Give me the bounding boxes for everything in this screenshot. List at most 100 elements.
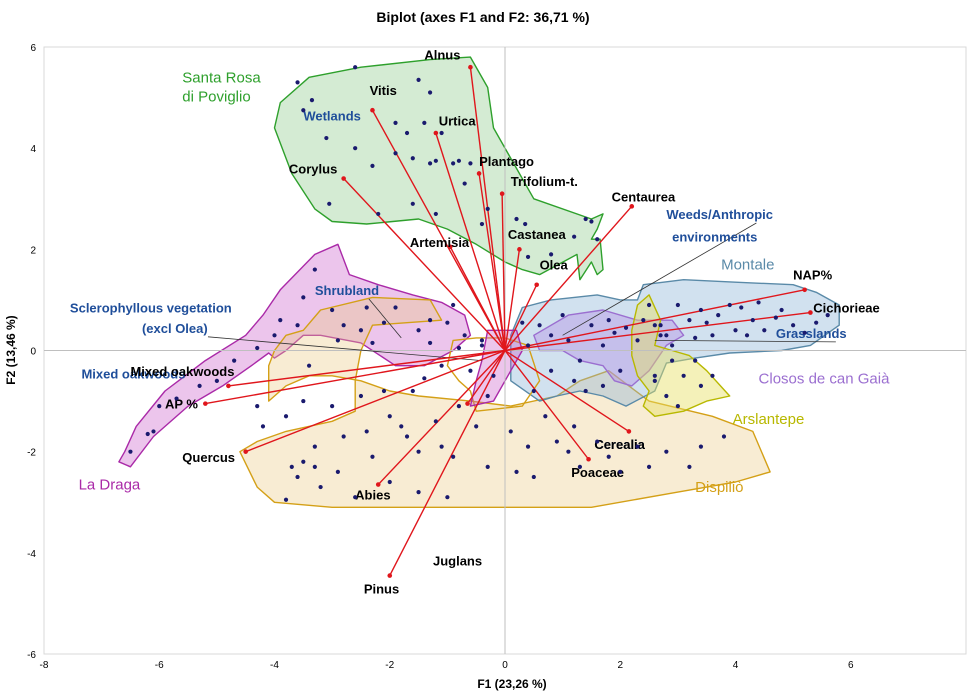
vector-tip-plantago xyxy=(476,171,482,176)
env-label-excl-olea: (excl Olea) xyxy=(142,321,208,336)
observation-point xyxy=(433,211,438,217)
observation-point xyxy=(531,388,536,394)
observation-point xyxy=(327,201,332,206)
group-label-line: Dispiliò xyxy=(695,479,743,496)
observation-point xyxy=(295,474,300,480)
y-tick-label: 4 xyxy=(30,144,36,155)
observation-point xyxy=(393,120,398,125)
x-tick-label: -4 xyxy=(270,660,279,671)
observation-point xyxy=(468,368,473,373)
vector-tip-cichorieae xyxy=(808,310,813,315)
observation-point xyxy=(341,323,346,328)
vector-tip-olea xyxy=(534,282,539,288)
observation-point xyxy=(618,368,623,373)
observation-point xyxy=(433,158,438,163)
group-polygons xyxy=(118,56,840,508)
observation-point xyxy=(295,323,300,328)
vector-tip-trifolium-t xyxy=(499,191,505,196)
observation-point xyxy=(652,323,657,328)
group-label-line: di Poviglio xyxy=(182,88,250,105)
observation-point xyxy=(802,330,807,335)
vector-label-urtica: Urtica xyxy=(439,113,477,128)
observation-point xyxy=(445,495,450,500)
observation-point xyxy=(687,318,692,323)
observation-point xyxy=(427,90,433,95)
observation-point xyxy=(341,434,346,439)
y-tick-label: 6 xyxy=(30,43,36,54)
observation-point xyxy=(410,201,415,206)
observation-point xyxy=(232,358,237,363)
observation-point xyxy=(289,464,294,469)
observation-point xyxy=(531,474,536,480)
observation-point xyxy=(416,328,421,333)
vector-line-plantago xyxy=(478,173,506,351)
vector-label-centaurea: Centaurea xyxy=(612,189,676,204)
leader-shrubland xyxy=(368,298,402,339)
vector-label-castanea: Castanea xyxy=(508,227,567,242)
env-label-weeds-anthropic: Weeds/Anthropic xyxy=(666,207,773,222)
observation-point xyxy=(704,320,709,325)
vector-tip-vitis xyxy=(370,107,375,113)
y-axis-label: F2 (13,46 %) xyxy=(4,315,18,384)
leader-weeds-anthropic xyxy=(562,222,757,336)
env-label-cerealia: Cerealia xyxy=(594,437,645,452)
vector-tip-centaurea xyxy=(629,204,635,209)
vector-line-mixed-oakwoods xyxy=(228,349,506,387)
observation-point xyxy=(353,495,358,500)
observation-point xyxy=(658,333,663,338)
observation-point xyxy=(727,302,732,308)
observation-point xyxy=(606,454,611,459)
observation-point xyxy=(479,343,485,348)
x-tick-label: 0 xyxy=(502,660,508,671)
observation-point xyxy=(525,254,531,260)
group-label-la-draga: La Draga xyxy=(79,477,141,494)
vector-tip-ap xyxy=(203,401,208,406)
x-tick-label: -2 xyxy=(385,660,394,671)
observation-point xyxy=(387,414,392,419)
observation-point xyxy=(687,464,692,469)
observation-point xyxy=(600,343,606,348)
observation-point xyxy=(318,484,323,490)
x-tick-label: 2 xyxy=(617,660,623,671)
observation-point xyxy=(439,363,444,368)
observation-point xyxy=(525,444,531,449)
observation-point xyxy=(301,295,306,300)
axis-ticks: -8 -6 -4 -2 0 2 4 6 -6 -4 -2 0 2 4 6 xyxy=(27,43,854,671)
vector-tip-abies xyxy=(375,482,381,487)
observation-point xyxy=(301,398,306,404)
observation-point xyxy=(549,252,554,257)
vector-label-olea: Olea xyxy=(540,258,569,273)
vector-label-nap: NAP% xyxy=(793,268,832,283)
observation-point xyxy=(595,237,600,242)
observation-point xyxy=(756,300,761,305)
vector-label-corylus: Corylus xyxy=(289,161,337,176)
vector-line-vitis xyxy=(371,109,506,351)
observation-point xyxy=(814,320,819,325)
observation-points xyxy=(128,65,830,502)
observation-point xyxy=(721,434,727,439)
observation-point xyxy=(451,161,456,166)
observation-point xyxy=(462,333,467,338)
observation-point xyxy=(416,77,421,82)
observation-point xyxy=(399,424,404,429)
observation-point xyxy=(572,234,577,239)
observation-point xyxy=(456,158,461,163)
vector-tip-mixed-oakwoods xyxy=(226,383,231,389)
observation-point xyxy=(635,444,640,449)
observation-point xyxy=(427,340,433,346)
observation-point xyxy=(762,328,767,333)
observation-point xyxy=(358,328,364,333)
y-tick-label: -4 xyxy=(27,549,36,560)
vector-line-trifolium-t xyxy=(501,193,506,351)
vector-line-cichorieae xyxy=(504,311,811,352)
observation-point xyxy=(381,388,387,394)
observation-point xyxy=(324,135,329,141)
vector-tip-juglans xyxy=(465,401,470,406)
observation-point xyxy=(658,323,663,328)
observation-point xyxy=(422,120,427,125)
observation-point xyxy=(670,358,675,363)
observation-point xyxy=(485,464,490,469)
vector-line-olea xyxy=(504,284,538,351)
observation-point xyxy=(750,318,755,323)
group-label-line: Closos de can Gaià xyxy=(759,370,891,387)
